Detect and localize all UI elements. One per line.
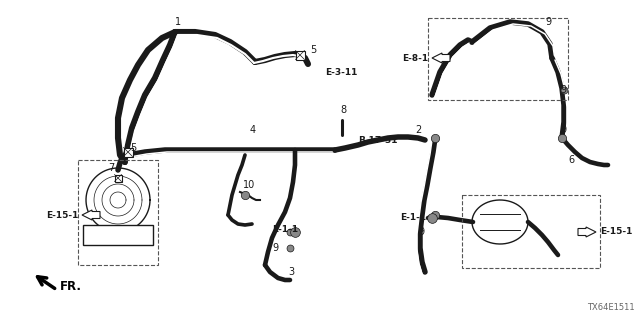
Bar bbox=[124, 148, 132, 156]
Text: B-17-31: B-17-31 bbox=[358, 135, 397, 145]
Text: 4: 4 bbox=[250, 125, 256, 135]
Text: E-3-11: E-3-11 bbox=[325, 68, 357, 76]
Text: FR.: FR. bbox=[60, 281, 82, 293]
Text: 3: 3 bbox=[288, 267, 294, 277]
Text: 6: 6 bbox=[568, 155, 574, 165]
Text: 2: 2 bbox=[415, 125, 421, 135]
Bar bbox=[115, 174, 122, 181]
Text: E-8-1: E-8-1 bbox=[402, 53, 428, 62]
Bar bbox=[78, 160, 158, 265]
Text: 7: 7 bbox=[108, 163, 115, 173]
Text: 9: 9 bbox=[418, 227, 424, 237]
Bar bbox=[428, 18, 568, 100]
FancyArrow shape bbox=[432, 53, 450, 63]
Text: TX64E1511: TX64E1511 bbox=[588, 303, 635, 312]
Bar bbox=[462, 195, 600, 268]
Text: 10: 10 bbox=[243, 180, 255, 190]
Text: 9: 9 bbox=[560, 85, 566, 95]
Text: 5: 5 bbox=[130, 143, 136, 153]
Bar bbox=[296, 51, 305, 60]
Text: 8: 8 bbox=[340, 105, 346, 115]
Text: 9: 9 bbox=[545, 17, 551, 27]
Text: 9: 9 bbox=[560, 125, 566, 135]
Text: 1: 1 bbox=[175, 17, 181, 27]
Text: E-15-1: E-15-1 bbox=[600, 228, 632, 236]
Bar bbox=[83, 225, 153, 245]
FancyArrow shape bbox=[578, 227, 596, 237]
Text: E-1-1: E-1-1 bbox=[400, 213, 426, 222]
Text: E-1-1: E-1-1 bbox=[272, 226, 298, 235]
Text: E-15-1: E-15-1 bbox=[45, 211, 78, 220]
Text: 9: 9 bbox=[272, 243, 278, 253]
FancyArrow shape bbox=[82, 210, 100, 220]
Text: 5: 5 bbox=[310, 45, 316, 55]
